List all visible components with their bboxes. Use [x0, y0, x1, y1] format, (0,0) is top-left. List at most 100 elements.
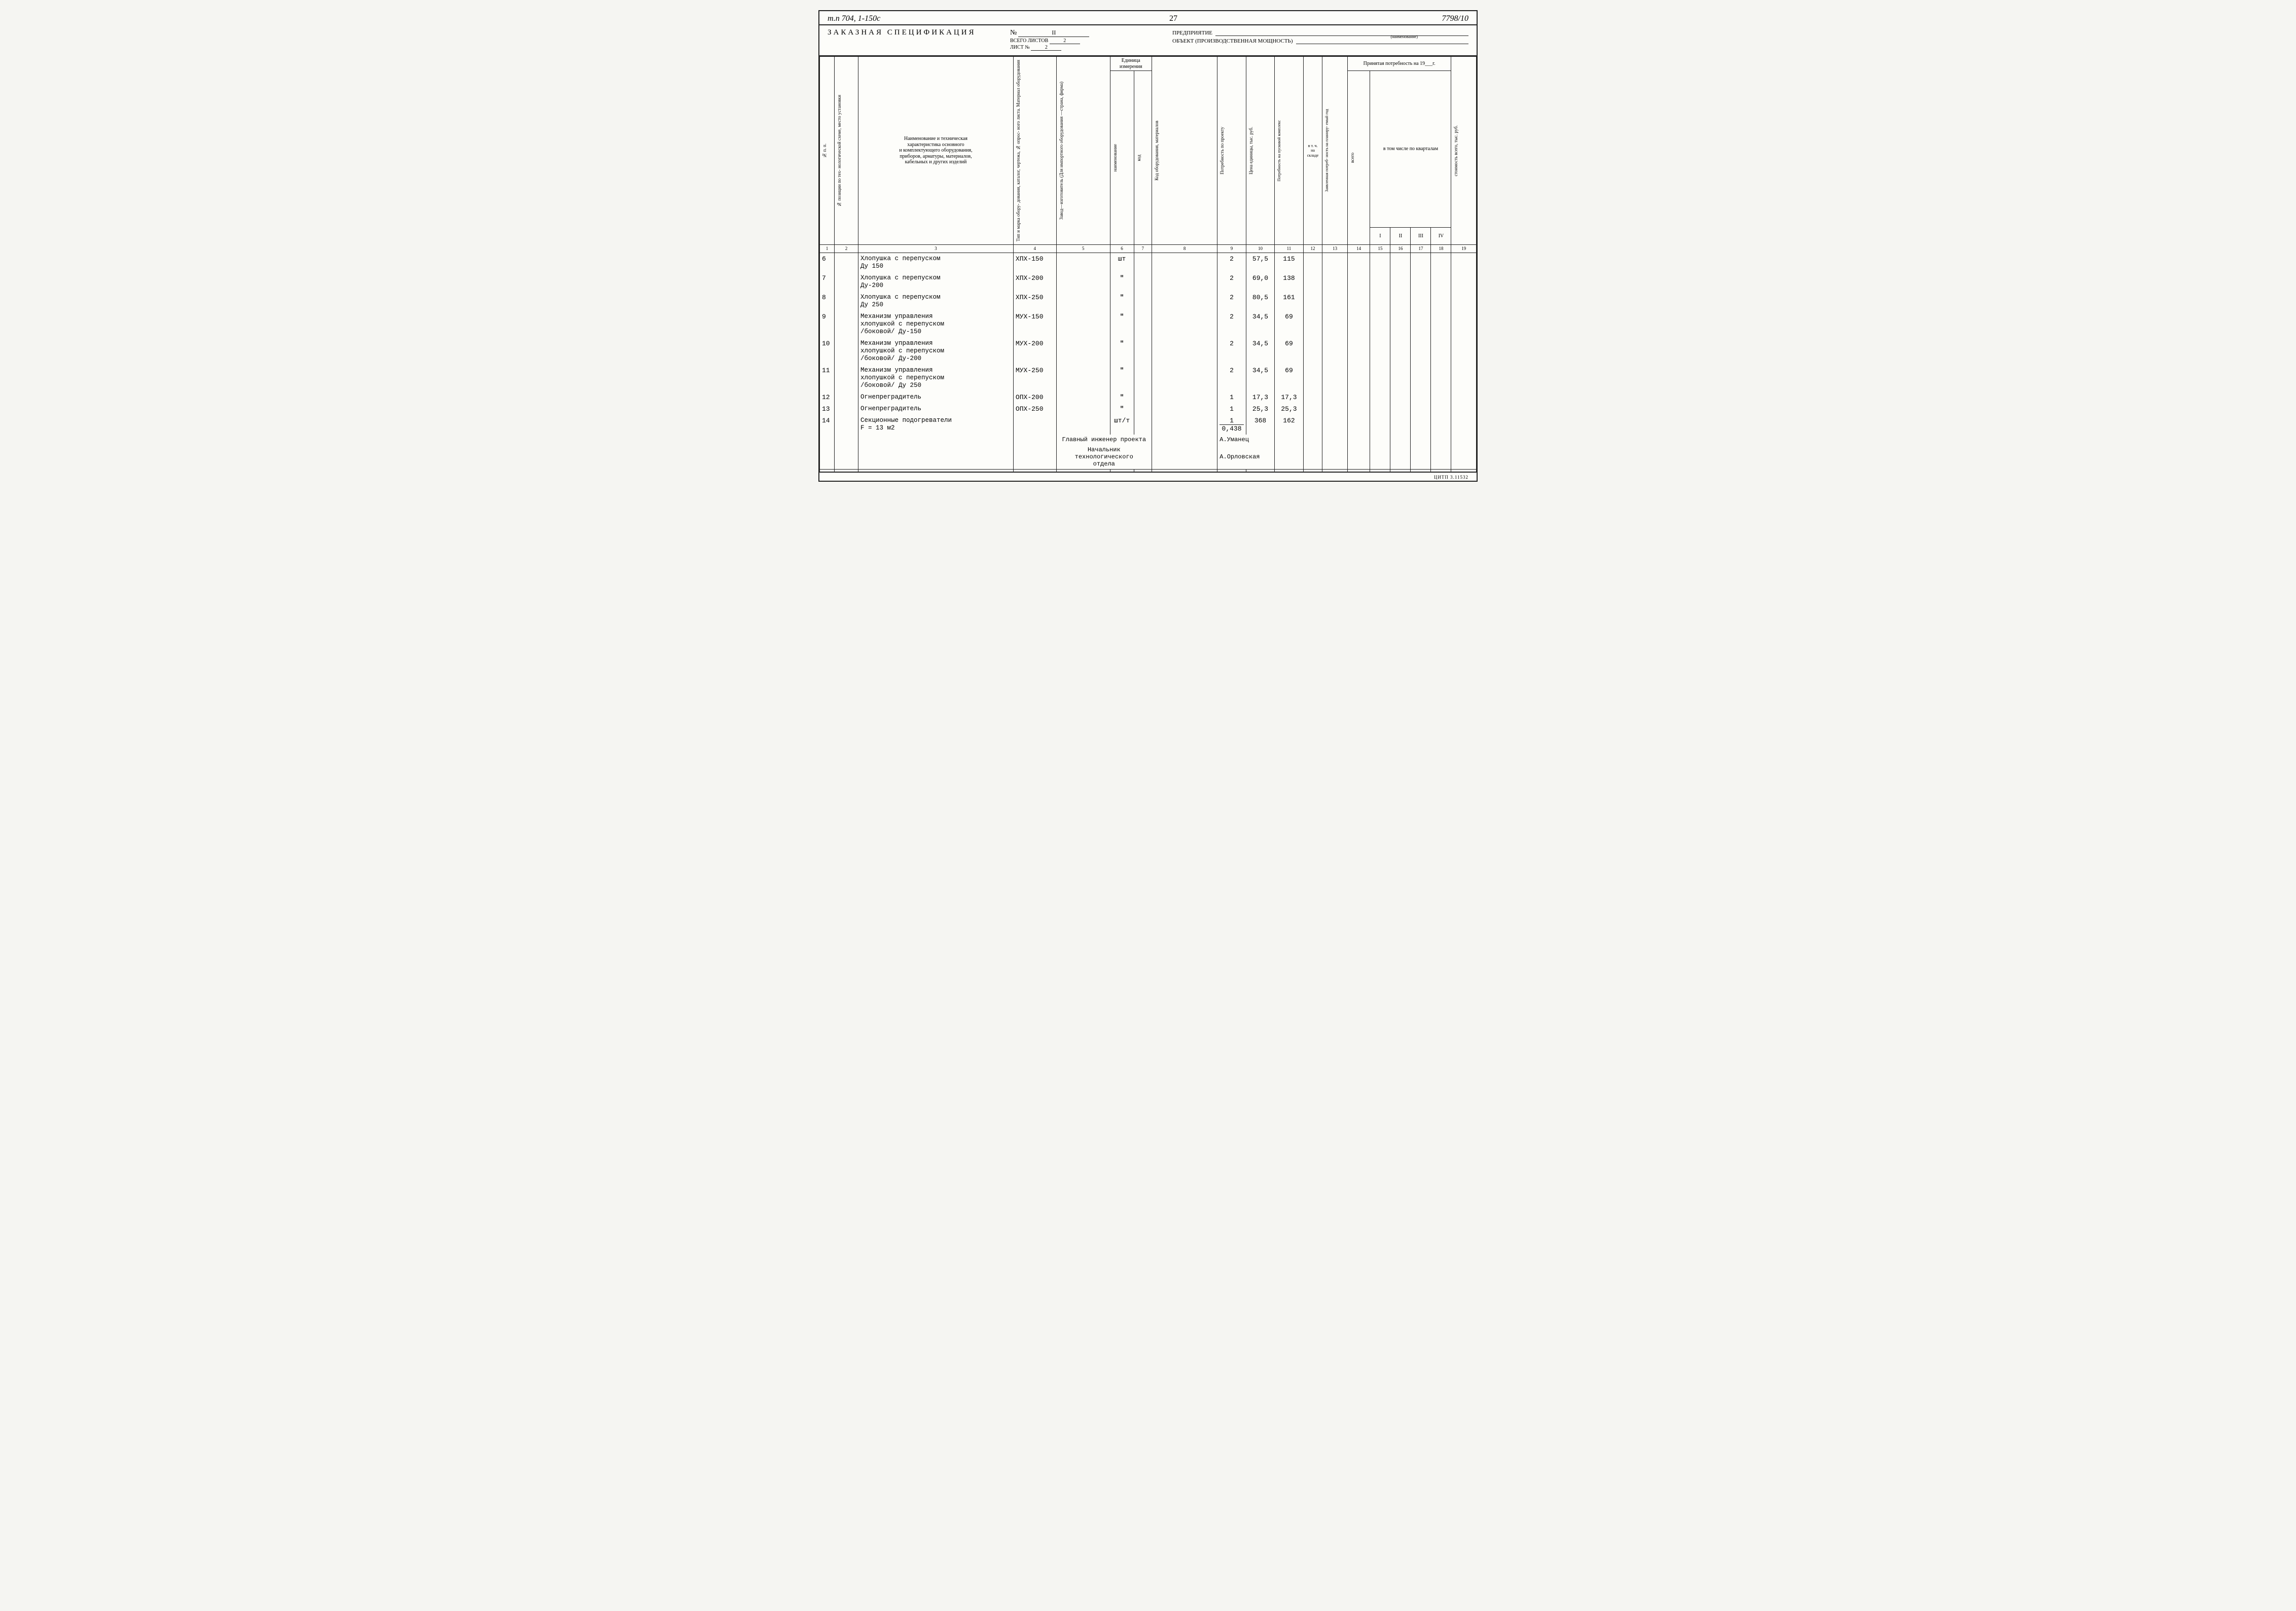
spec-no-label: №	[1010, 29, 1017, 37]
cn-18: 18	[1431, 244, 1451, 253]
cell	[1303, 403, 1322, 415]
cell	[834, 365, 858, 391]
total-sheets-label: ВСЕГО ЛИСТОВ	[1010, 38, 1048, 44]
cell: 6	[820, 253, 835, 272]
cell	[1303, 338, 1322, 365]
col-6: наименование	[1112, 142, 1118, 173]
table-row: 8Хлопушка с перепускомДу 250ХПХ-250"280,…	[820, 292, 1477, 311]
cell	[1370, 338, 1390, 365]
cell	[1390, 445, 1411, 470]
col-5: Завод—изготовитель (Для импортного обору…	[1058, 80, 1064, 222]
cell	[1431, 435, 1451, 445]
col-2: № позиции по тех- нологической схеме, ме…	[836, 93, 842, 209]
cell: 1	[1217, 403, 1246, 415]
cell	[820, 469, 835, 472]
cell	[1322, 445, 1347, 470]
col-12: в т. ч. на складе	[1303, 57, 1322, 245]
cell: 25,3	[1246, 403, 1274, 415]
cn-7: 7	[1134, 244, 1152, 253]
cell	[1431, 253, 1451, 272]
cell: "	[1110, 311, 1134, 338]
cell	[1347, 435, 1370, 445]
cell: ОПХ-250	[1013, 403, 1056, 415]
cell	[1056, 292, 1110, 311]
cell	[1217, 469, 1246, 472]
spec-number-block: № II	[1010, 29, 1152, 37]
cell	[1347, 253, 1370, 272]
cell: Механизм управленияхлопушкой с перепуско…	[858, 311, 1014, 338]
col-7: код	[1136, 153, 1142, 163]
cell	[1322, 435, 1347, 445]
cell: 13	[820, 403, 835, 415]
cell	[858, 469, 1014, 472]
cell	[1134, 272, 1152, 292]
cell: 1	[1217, 391, 1246, 403]
cell	[1152, 415, 1217, 435]
cell	[834, 403, 858, 415]
cell	[1370, 272, 1390, 292]
cell: 69	[1275, 311, 1303, 338]
cell	[1303, 365, 1322, 391]
signature-mark	[1152, 435, 1217, 445]
cell	[1347, 415, 1370, 435]
cell	[1322, 365, 1347, 391]
col-3: Наименование и техническая характеристик…	[858, 57, 1014, 245]
cell	[1134, 292, 1152, 311]
cell: 69,0	[1246, 272, 1274, 292]
cell	[1451, 391, 1477, 403]
cell: "	[1110, 338, 1134, 365]
cell: ХПХ-250	[1013, 292, 1056, 311]
cell	[1013, 445, 1056, 470]
cell	[834, 272, 858, 292]
cell	[1411, 445, 1431, 470]
cell	[1431, 272, 1451, 292]
cell: 11	[820, 365, 835, 391]
cell	[1134, 415, 1152, 435]
cell	[1411, 469, 1431, 472]
cell: Хлопушка с перепускомДу 150	[858, 253, 1014, 272]
cn-5: 5	[1056, 244, 1110, 253]
cell	[1347, 403, 1370, 415]
cn-10: 10	[1246, 244, 1274, 253]
cell	[1275, 435, 1303, 445]
cell	[1152, 338, 1217, 365]
cell	[1390, 415, 1411, 435]
cell	[1303, 445, 1322, 470]
cell	[1013, 435, 1056, 445]
cn-12: 12	[1303, 244, 1322, 253]
cell	[1370, 253, 1390, 272]
cell	[1275, 469, 1303, 472]
cell	[1431, 403, 1451, 415]
cell	[1347, 391, 1370, 403]
cell	[1411, 415, 1431, 435]
cell: Огнепреградитель	[858, 403, 1014, 415]
cell: "	[1110, 292, 1134, 311]
signature-title: Начальник технологическогоотдела	[1056, 445, 1152, 470]
signature-name: А.Уманец	[1217, 435, 1275, 445]
cell	[834, 311, 858, 338]
cell: 57,5	[1246, 253, 1274, 272]
table-row: 11Механизм управленияхлопушкой с перепус…	[820, 365, 1477, 391]
cell: шт/т	[1110, 415, 1134, 435]
cell	[1152, 253, 1217, 272]
cell	[1303, 469, 1322, 472]
cell	[1451, 469, 1477, 472]
cell	[1322, 272, 1347, 292]
cell: 17,3	[1246, 391, 1274, 403]
cell	[1056, 403, 1110, 415]
cell	[1347, 338, 1370, 365]
cell	[1431, 415, 1451, 435]
cell	[1152, 469, 1217, 472]
col-6-7-group: Единица измерения	[1110, 57, 1152, 71]
cell: 34,5	[1246, 365, 1274, 391]
spec-table: № п. п. № позиции по тех- нологической с…	[819, 56, 1477, 473]
col-14-18-group: Принятая потребность на 19___г.	[1347, 57, 1451, 71]
cell: 138	[1275, 272, 1303, 292]
table-head: № п. п. № позиции по тех- нологической с…	[820, 57, 1477, 253]
cell	[1056, 365, 1110, 391]
code-top-right: 7798/10	[1387, 14, 1468, 23]
cell	[1322, 391, 1347, 403]
cell: 10	[820, 338, 835, 365]
cell	[1390, 391, 1411, 403]
cell: МУХ-250	[1013, 365, 1056, 391]
